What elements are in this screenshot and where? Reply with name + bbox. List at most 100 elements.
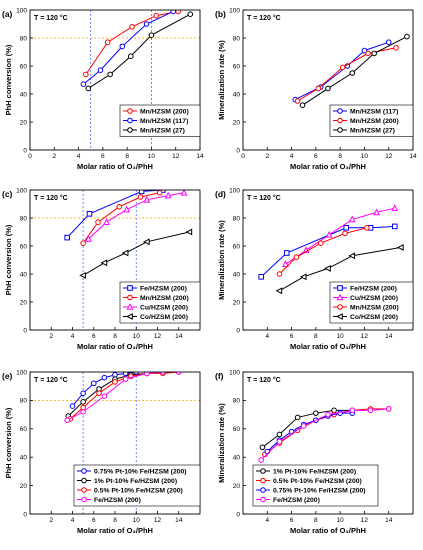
y-tick-label: 0 xyxy=(23,511,27,518)
x-tick-label: 14 xyxy=(385,517,393,524)
data-point xyxy=(300,423,307,429)
y-tick-label: 40 xyxy=(20,271,28,278)
x-tick-label: 12 xyxy=(361,333,369,340)
y-tick-label: 20 xyxy=(20,483,28,490)
data-point xyxy=(391,223,398,230)
y-tick-label: 80 xyxy=(20,35,28,42)
x-tick-label: 4 xyxy=(71,333,75,340)
legend-entry: Mn/HZSM (117) xyxy=(350,108,398,115)
panel-a: 0 2 4 6 8 10 12 14 0 20 40 60 80 100 Molar ratio of O₃… xyxy=(2,7,204,171)
y-tick-label: 80 xyxy=(233,398,241,405)
legend-marker xyxy=(81,496,87,503)
legend-entry: Fe/HZSM (200) xyxy=(140,285,187,292)
x-axis-label: Molar ratio of O₃/PhH xyxy=(77,526,153,535)
data-point xyxy=(342,230,348,237)
legend-entry: 0.5% Pt-10% Fe/HZSM (200) xyxy=(273,478,362,485)
legend-marker xyxy=(337,304,343,310)
panel-c: 2 4 6 8 10 12 14 0 20 40 60 80 100 Molar ratio of O₃/… xyxy=(2,187,201,351)
legend-marker xyxy=(336,313,343,320)
data-point xyxy=(85,235,92,242)
panel-label: (b) xyxy=(215,9,226,19)
data-point xyxy=(69,403,76,409)
legend: Mn/HZSM (200) Mn/HZSM (117) Mn/HZSM (27) xyxy=(119,104,201,137)
plot-frame xyxy=(242,9,414,151)
data-point xyxy=(283,250,290,256)
panel-label: (a) xyxy=(2,9,13,19)
data-point xyxy=(129,24,135,30)
series-line-fe-hzsm-200 xyxy=(66,190,163,238)
data-point xyxy=(325,85,331,92)
data-point xyxy=(144,372,150,377)
panel-b: 0 2 4 6 8 10 12 14 0 20 40 60 80 100 Molar ratio of O₃… xyxy=(215,7,417,171)
temperature-annotation: T = 120 °C xyxy=(247,14,281,22)
panel-label: (e) xyxy=(2,371,13,381)
data-point xyxy=(80,408,86,415)
legend-entry: Cu/HZSM (200) xyxy=(140,304,188,311)
y-tick-label: 0 xyxy=(23,327,27,334)
x-tick-label: 6 xyxy=(290,333,294,340)
legend-marker xyxy=(260,496,266,503)
data-point xyxy=(80,81,87,87)
y-tick-label: 60 xyxy=(20,63,28,70)
data-point xyxy=(373,208,380,216)
data-point xyxy=(143,195,151,203)
legend-marker xyxy=(337,285,343,291)
x-tick-label: 2 xyxy=(265,153,269,160)
data-point xyxy=(138,190,145,195)
data-point xyxy=(315,85,322,92)
legend-entry: Mn/HZSM (27) xyxy=(140,127,185,134)
series-group xyxy=(80,10,194,92)
x-tick-label: 2 xyxy=(49,517,53,524)
x-tick-label: 12 xyxy=(172,153,180,160)
series-line-mn-hzsm-200 xyxy=(297,47,397,102)
legend-marker xyxy=(81,487,87,493)
legend-entry: Mn/HZSM (200) xyxy=(140,295,189,302)
temperature-annotation: T = 120 °C xyxy=(247,194,281,202)
data-point xyxy=(349,407,356,414)
data-point xyxy=(299,273,307,281)
legend-entry: Fe/HZSM (200) xyxy=(350,285,397,292)
data-point xyxy=(371,50,377,57)
x-tick-label: 12 xyxy=(361,517,369,524)
data-point xyxy=(343,225,350,231)
y-tick-label: 100 xyxy=(16,187,27,194)
data-point xyxy=(85,85,92,92)
data-point xyxy=(127,53,134,60)
x-tick-label: 8 xyxy=(338,153,342,160)
legend-marker xyxy=(127,127,133,133)
series-line-cu-hzsm-200 xyxy=(285,207,395,265)
legend-entry: Mn/HZSM (200) xyxy=(350,118,399,125)
data-point xyxy=(396,243,404,251)
data-point xyxy=(264,448,271,455)
x-tick-label: 2 xyxy=(49,333,53,340)
x-tick-label: 4 xyxy=(265,517,269,524)
legend-marker xyxy=(260,487,266,493)
legend-entry: 0.75% Pt-10% Fe/HZSM (200) xyxy=(273,487,366,494)
y-axis-label: PhH conversion (%) xyxy=(4,224,13,295)
x-tick-label: 6 xyxy=(101,153,105,160)
x-axis-label: Molar ratio of O₃/PhH xyxy=(77,342,153,351)
data-point xyxy=(275,287,283,295)
legend-marker xyxy=(126,313,133,320)
data-point xyxy=(294,414,301,421)
panel-label: (d) xyxy=(215,189,226,199)
data-point xyxy=(103,218,110,225)
y-axis-label: PhH conversion (%) xyxy=(4,407,13,478)
legend-entry: Cu/HZSM (200) xyxy=(350,295,398,302)
data-point xyxy=(404,33,410,40)
data-point xyxy=(137,194,144,200)
data-point xyxy=(361,47,368,54)
plot-frame xyxy=(242,371,414,515)
legend-entry: 0.75% Pt-10% Fe/HZSM (200) xyxy=(94,468,187,475)
data-point xyxy=(116,204,123,210)
data-point xyxy=(148,32,155,39)
y-tick-label: 100 xyxy=(16,369,27,376)
y-tick-label: 20 xyxy=(20,119,28,126)
x-tick-label: 4 xyxy=(265,333,269,340)
x-axis-label: Molar ratio of O₃/PhH xyxy=(290,342,366,351)
x-tick-label: 0 xyxy=(28,153,32,160)
data-point xyxy=(156,190,163,196)
x-tick-label: 10 xyxy=(133,333,141,340)
data-point xyxy=(143,21,150,27)
data-point xyxy=(385,406,392,412)
